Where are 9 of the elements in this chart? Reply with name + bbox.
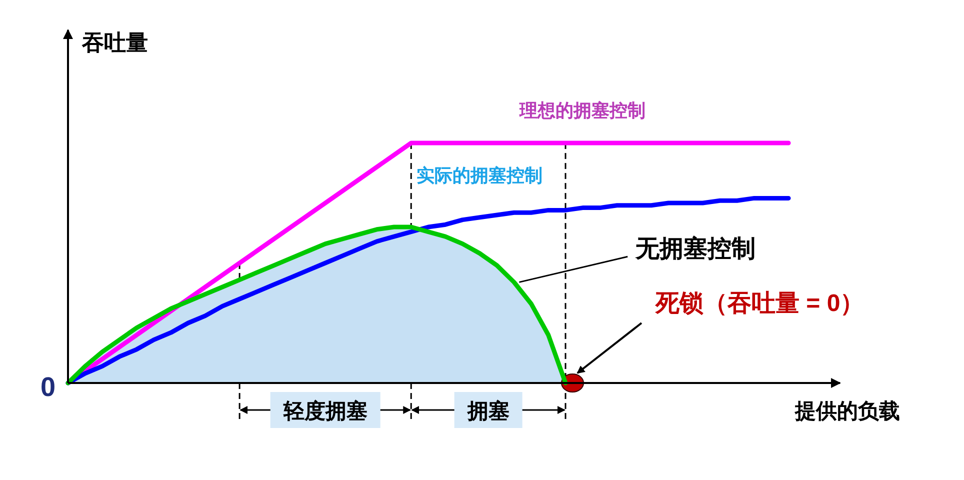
annotation: 死锁（吞吐量 = 0） — [654, 290, 864, 317]
y-axis-title: 吞吐量 — [81, 30, 148, 55]
text: 轻度拥塞 — [282, 399, 368, 423]
series-label: 理想的拥塞控制 — [518, 100, 646, 121]
series-label: 实际的拥塞控制 — [416, 165, 543, 186]
text: 无拥塞控制 — [634, 234, 756, 263]
text: 拥塞 — [466, 399, 510, 423]
x-axis-title: 提供的负载 — [794, 400, 900, 423]
text: 0 — [40, 372, 56, 402]
